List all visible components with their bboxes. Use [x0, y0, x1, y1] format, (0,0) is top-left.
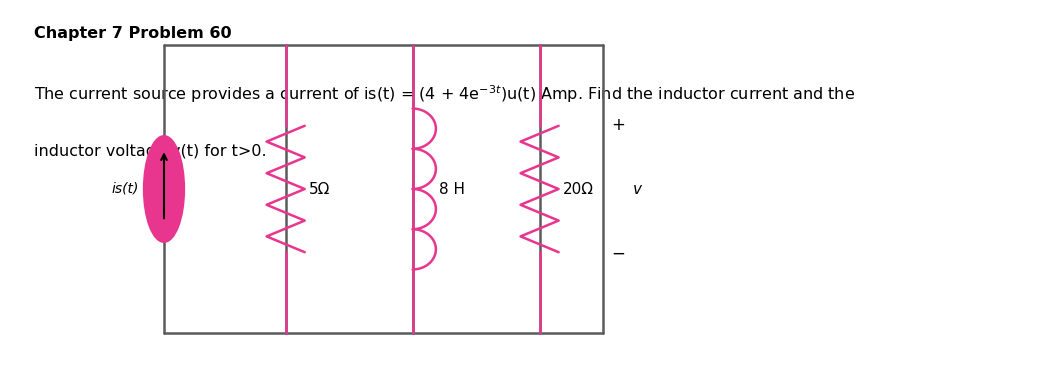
- Text: 5Ω: 5Ω: [309, 181, 330, 197]
- Text: +: +: [612, 116, 625, 134]
- Text: 20Ω: 20Ω: [563, 181, 594, 197]
- Text: −: −: [612, 244, 625, 262]
- Text: 8 H: 8 H: [439, 181, 466, 197]
- Text: is(t): is(t): [111, 182, 139, 196]
- Ellipse shape: [144, 136, 184, 242]
- Text: Chapter 7 Problem 60: Chapter 7 Problem 60: [34, 26, 232, 42]
- Text: v: v: [633, 181, 642, 197]
- Text: The current source provides a current of is(t) = (4 + 4e$^{-3t}$)u(t) Amp. Find : The current source provides a current of…: [34, 83, 855, 105]
- Text: inductor voltage v(t) for t>0.: inductor voltage v(t) for t>0.: [34, 144, 267, 159]
